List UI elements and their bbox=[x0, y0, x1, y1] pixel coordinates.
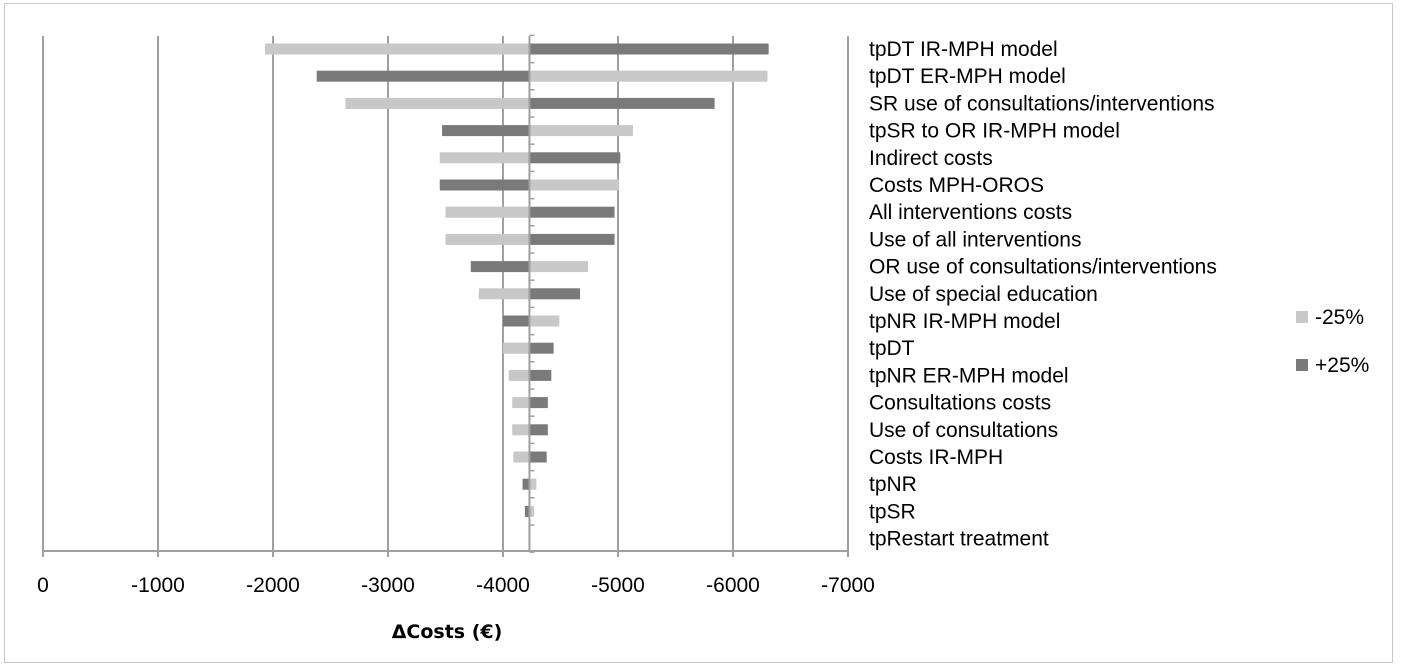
category-label-3: tpSR to OR IR-MPH model bbox=[869, 120, 1120, 143]
bar-plus25-14 bbox=[529, 424, 548, 436]
bar-plus25-7 bbox=[529, 233, 615, 245]
bar-plus25-15 bbox=[529, 451, 547, 463]
bar-minus25-1 bbox=[529, 70, 768, 82]
category-label-2: SR use of consultations/interventions bbox=[869, 92, 1215, 115]
bar-minus25-7 bbox=[445, 233, 530, 245]
bar-plus25-11 bbox=[529, 342, 554, 354]
gridlines bbox=[42, 36, 849, 551]
bar-plus25-4 bbox=[529, 152, 621, 164]
axes bbox=[42, 34, 849, 557]
category-label-15: Costs IR-MPH bbox=[869, 446, 1003, 469]
bar-plus25-5 bbox=[439, 179, 530, 191]
bar-minus25-4 bbox=[439, 152, 530, 164]
x-tick-labels: 0 -1000 -2000 -3000 -4000 -5000 -6000 -7000 bbox=[37, 574, 875, 597]
x-tick-label-4: -4000 bbox=[476, 574, 530, 597]
category-label-7: Use of all interventions bbox=[869, 228, 1081, 251]
category-label-18: tpRestart treatment bbox=[869, 528, 1049, 551]
category-label-11: tpDT bbox=[869, 337, 915, 360]
bar-minus25-13 bbox=[512, 397, 530, 409]
category-label-13: Consultations costs bbox=[869, 392, 1051, 415]
bar-minus25-9 bbox=[478, 288, 530, 300]
category-label-6: All interventions costs bbox=[869, 201, 1072, 224]
category-label-12: tpNR ER-MPH model bbox=[869, 364, 1069, 387]
bar-plus25-3 bbox=[442, 125, 530, 137]
bar-minus25-0 bbox=[264, 43, 530, 55]
bar-plus25-6 bbox=[529, 206, 615, 218]
category-label-10: tpNR IR-MPH model bbox=[869, 310, 1060, 333]
category-labels: tpDT IR-MPH model tpDT ER-MPH model SR use… bbox=[869, 38, 1217, 551]
bar-minus25-16 bbox=[529, 478, 537, 490]
category-label-8: OR use of consultations/interventions bbox=[869, 256, 1217, 279]
bar-plus25-17 bbox=[524, 505, 530, 517]
bar-plus25-13 bbox=[529, 397, 548, 409]
x-axis-label: ΔCosts (€) bbox=[392, 621, 503, 643]
bar-plus25-12 bbox=[529, 369, 552, 381]
category-label-16: tpNR bbox=[869, 473, 917, 496]
category-label-5: Costs MPH-OROS bbox=[869, 174, 1044, 197]
bar-minus25-5 bbox=[529, 179, 620, 191]
bar-plus25-9 bbox=[529, 288, 581, 300]
legend: -25% +25% bbox=[1296, 306, 1369, 377]
legend-swatch-1 bbox=[1296, 359, 1308, 371]
x-tick-label-0: 0 bbox=[37, 574, 49, 597]
bar-minus25-11 bbox=[503, 342, 530, 354]
category-label-9: Use of special education bbox=[869, 283, 1098, 306]
x-tick-label-2: -2000 bbox=[246, 574, 300, 597]
x-tick-label-6: -6000 bbox=[706, 574, 760, 597]
bar-minus25-17 bbox=[529, 505, 535, 517]
x-tick-label-5: -5000 bbox=[591, 574, 645, 597]
bars bbox=[264, 43, 769, 517]
x-tick-label-3: -3000 bbox=[361, 574, 415, 597]
category-label-17: tpSR bbox=[869, 500, 916, 523]
bar-plus25-0 bbox=[529, 43, 769, 55]
bar-plus25-2 bbox=[529, 97, 715, 109]
legend-label-0: -25% bbox=[1315, 306, 1364, 329]
bar-minus25-2 bbox=[345, 97, 530, 109]
bar-minus25-14 bbox=[512, 424, 530, 436]
category-label-4: Indirect costs bbox=[869, 147, 993, 170]
bar-minus25-6 bbox=[445, 206, 530, 218]
legend-label-1: +25% bbox=[1315, 354, 1369, 377]
legend-swatch-0 bbox=[1296, 311, 1308, 323]
category-label-14: Use of consultations bbox=[869, 419, 1058, 442]
category-label-1: tpDT ER-MPH model bbox=[869, 65, 1066, 88]
bar-plus25-10 bbox=[503, 315, 530, 327]
bar-plus25-8 bbox=[470, 261, 530, 273]
bar-minus25-12 bbox=[508, 369, 530, 381]
bar-plus25-1 bbox=[316, 70, 530, 82]
x-tick-label-1: -1000 bbox=[131, 574, 185, 597]
bar-plus25-16 bbox=[522, 478, 530, 490]
chart-frame bbox=[4, 3, 1393, 663]
bar-minus25-3 bbox=[529, 125, 633, 137]
bar-minus25-8 bbox=[529, 261, 589, 273]
bar-minus25-15 bbox=[513, 451, 530, 463]
bar-minus25-10 bbox=[529, 315, 560, 327]
category-label-0: tpDT IR-MPH model bbox=[869, 38, 1058, 61]
x-tick-label-7: -7000 bbox=[821, 574, 875, 597]
